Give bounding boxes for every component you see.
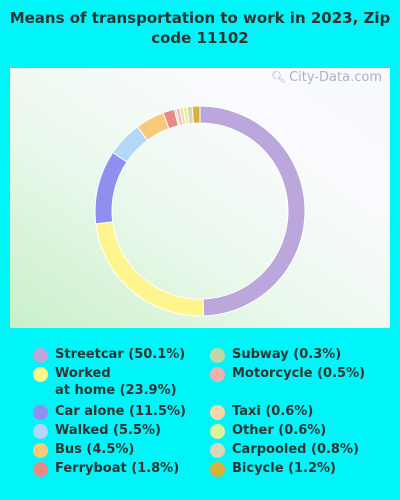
legend-swatch	[33, 405, 48, 420]
legend-swatch	[210, 405, 225, 420]
legend-swatch	[33, 424, 48, 439]
slice-bicycle	[191, 105, 201, 124]
legend-label: Ferryboat (1.8%)	[55, 461, 180, 476]
watermark: 🔍︎ City-Data.com	[271, 70, 382, 85]
legend-swatch	[33, 348, 48, 363]
legend-label: Subway (0.3%)	[232, 347, 342, 362]
legend-swatch	[210, 367, 225, 382]
legend-swatch	[210, 348, 225, 363]
legend-label: Walked (5.5%)	[55, 423, 161, 438]
legend-label: Worked at home (23.9%)	[55, 366, 177, 398]
legend-swatch	[210, 443, 225, 458]
chart-title: Means of transportation to work in 2023,…	[9, 9, 391, 47]
legend-swatch	[33, 443, 48, 458]
legend-label: Streetcar (50.1%)	[55, 347, 186, 362]
legend: Streetcar (50.1%) Worked at home (23.9%) C…	[0, 346, 400, 496]
legend-label: Motorcycle (0.5%)	[232, 366, 366, 381]
plot-area: 🔍︎ City-Data.com	[10, 68, 390, 328]
slice-car-alone	[94, 151, 128, 225]
legend-label: Car alone (11.5%)	[55, 404, 186, 419]
legend-label: Carpooled (0.8%)	[232, 442, 359, 457]
legend-swatch	[33, 462, 48, 477]
donut-chart	[94, 105, 306, 317]
legend-swatch	[210, 462, 225, 477]
legend-swatch	[210, 424, 225, 439]
watermark-text: City-Data.com	[289, 70, 382, 85]
legend-label: Bicycle (1.2%)	[232, 461, 336, 476]
legend-label: Taxi (0.6%)	[232, 404, 314, 419]
slice-worked-at-home	[95, 221, 205, 317]
legend-label: Other (0.6%)	[232, 423, 327, 438]
magnifier-icon: 🔍︎	[270, 70, 287, 84]
slice-streetcar	[199, 105, 306, 317]
legend-swatch	[33, 367, 48, 382]
legend-label: Bus (4.5%)	[55, 442, 135, 457]
